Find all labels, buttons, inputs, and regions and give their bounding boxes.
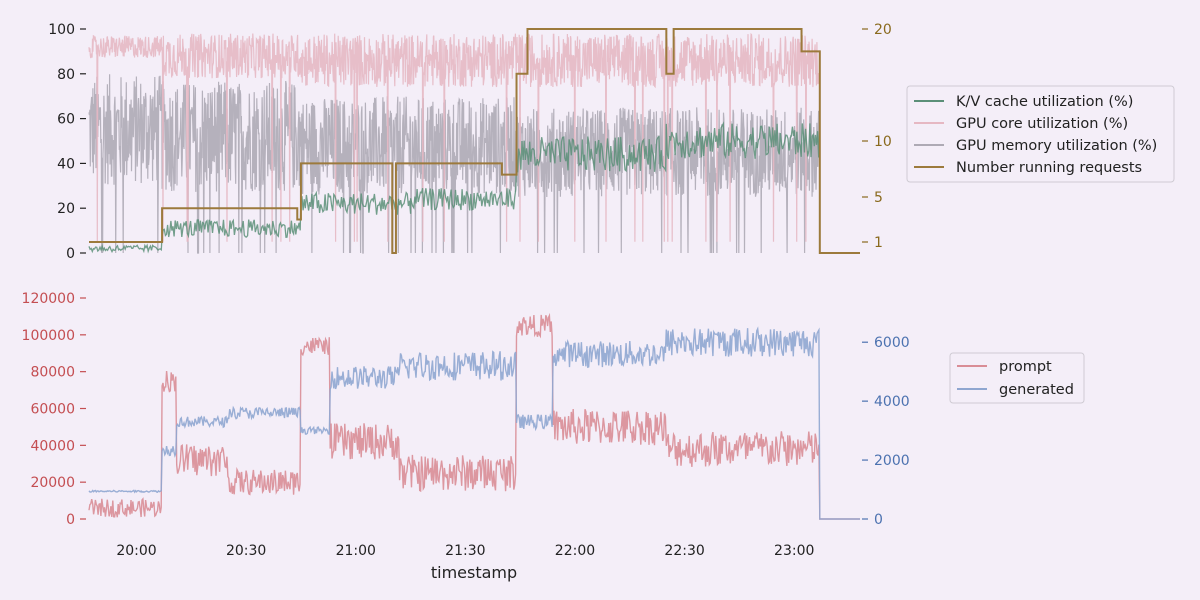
legend-label-kv: K/V cache utilization (%): [956, 94, 1133, 110]
bottom-right-tick-label: 2000: [874, 453, 910, 469]
x-tick-label: 20:00: [116, 543, 156, 559]
top-legend: K/V cache utilization (%) GPU core utili…: [906, 85, 1175, 183]
top-left-tick-label: 20: [57, 201, 75, 217]
top-left-tick-label: 100: [48, 22, 75, 38]
series-gpu-core-utilization: [88, 32, 860, 254]
bottom-right-tick-label: 6000: [874, 335, 910, 351]
top-left-tick-label: 60: [57, 112, 75, 128]
x-tick-label: 21:30: [445, 543, 485, 559]
series-number-running-requests: [89, 28, 860, 254]
legend-label-gpu-core: GPU core utilization (%): [956, 116, 1128, 132]
top-right-tick-label: 1: [874, 235, 883, 251]
x-tick-label: 23:00: [774, 543, 814, 559]
bottom-left-tick-label: 20000: [30, 475, 75, 491]
series-gpu-memory-utilization: [88, 74, 860, 254]
series-generated: [88, 326, 860, 520]
bottom-right-tick-label: 4000: [874, 394, 910, 410]
bottom-left-tick-label: 60000: [30, 402, 75, 418]
x-tick-label: 21:00: [336, 543, 376, 559]
legend-label-prompt: prompt: [999, 359, 1052, 375]
x-axis-label: timestamp: [431, 563, 517, 582]
bottom-left-tick-label: 120000: [22, 291, 75, 307]
top-left-tick-label: 80: [57, 67, 75, 83]
bottom-left-tick-label: 80000: [30, 365, 75, 381]
legend-label-running-requests: Number running requests: [956, 160, 1142, 176]
legend-label-gpu-memory: GPU memory utilization (%): [956, 138, 1157, 154]
bottom-left-tick-label: 40000: [30, 438, 75, 454]
x-axis: 20:00 20:30 21:00 21:30 22:00 22:30 23:00: [116, 543, 814, 559]
bottom-panel: 0 20000 40000 60000 80000 100000 120000 0 2000 40…: [22, 291, 910, 528]
top-right-tick-label: 5: [874, 190, 883, 206]
bottom-left-tick-label: 100000: [22, 328, 75, 344]
bottom-left-tick-label: 0: [66, 512, 75, 528]
bottom-right-tick-label: 0: [874, 512, 883, 528]
series-kv-cache-utilization: [88, 121, 860, 254]
x-tick-label: 22:00: [555, 543, 595, 559]
top-legend-frame: [906, 85, 1175, 183]
bottom-legend: prompt generated: [949, 352, 1085, 404]
top-left-tick-label: 0: [66, 246, 75, 262]
top-panel: 0 20 40 60 80 100 1 5 10 20: [48, 22, 892, 262]
top-right-tick-label: 10: [874, 134, 892, 150]
top-right-tick-label: 20: [874, 22, 892, 38]
x-tick-label: 20:30: [226, 543, 266, 559]
legend-label-generated: generated: [999, 382, 1074, 398]
top-left-tick-label: 40: [57, 156, 75, 172]
series-prompt: [88, 312, 860, 520]
x-tick-label: 22:30: [664, 543, 704, 559]
